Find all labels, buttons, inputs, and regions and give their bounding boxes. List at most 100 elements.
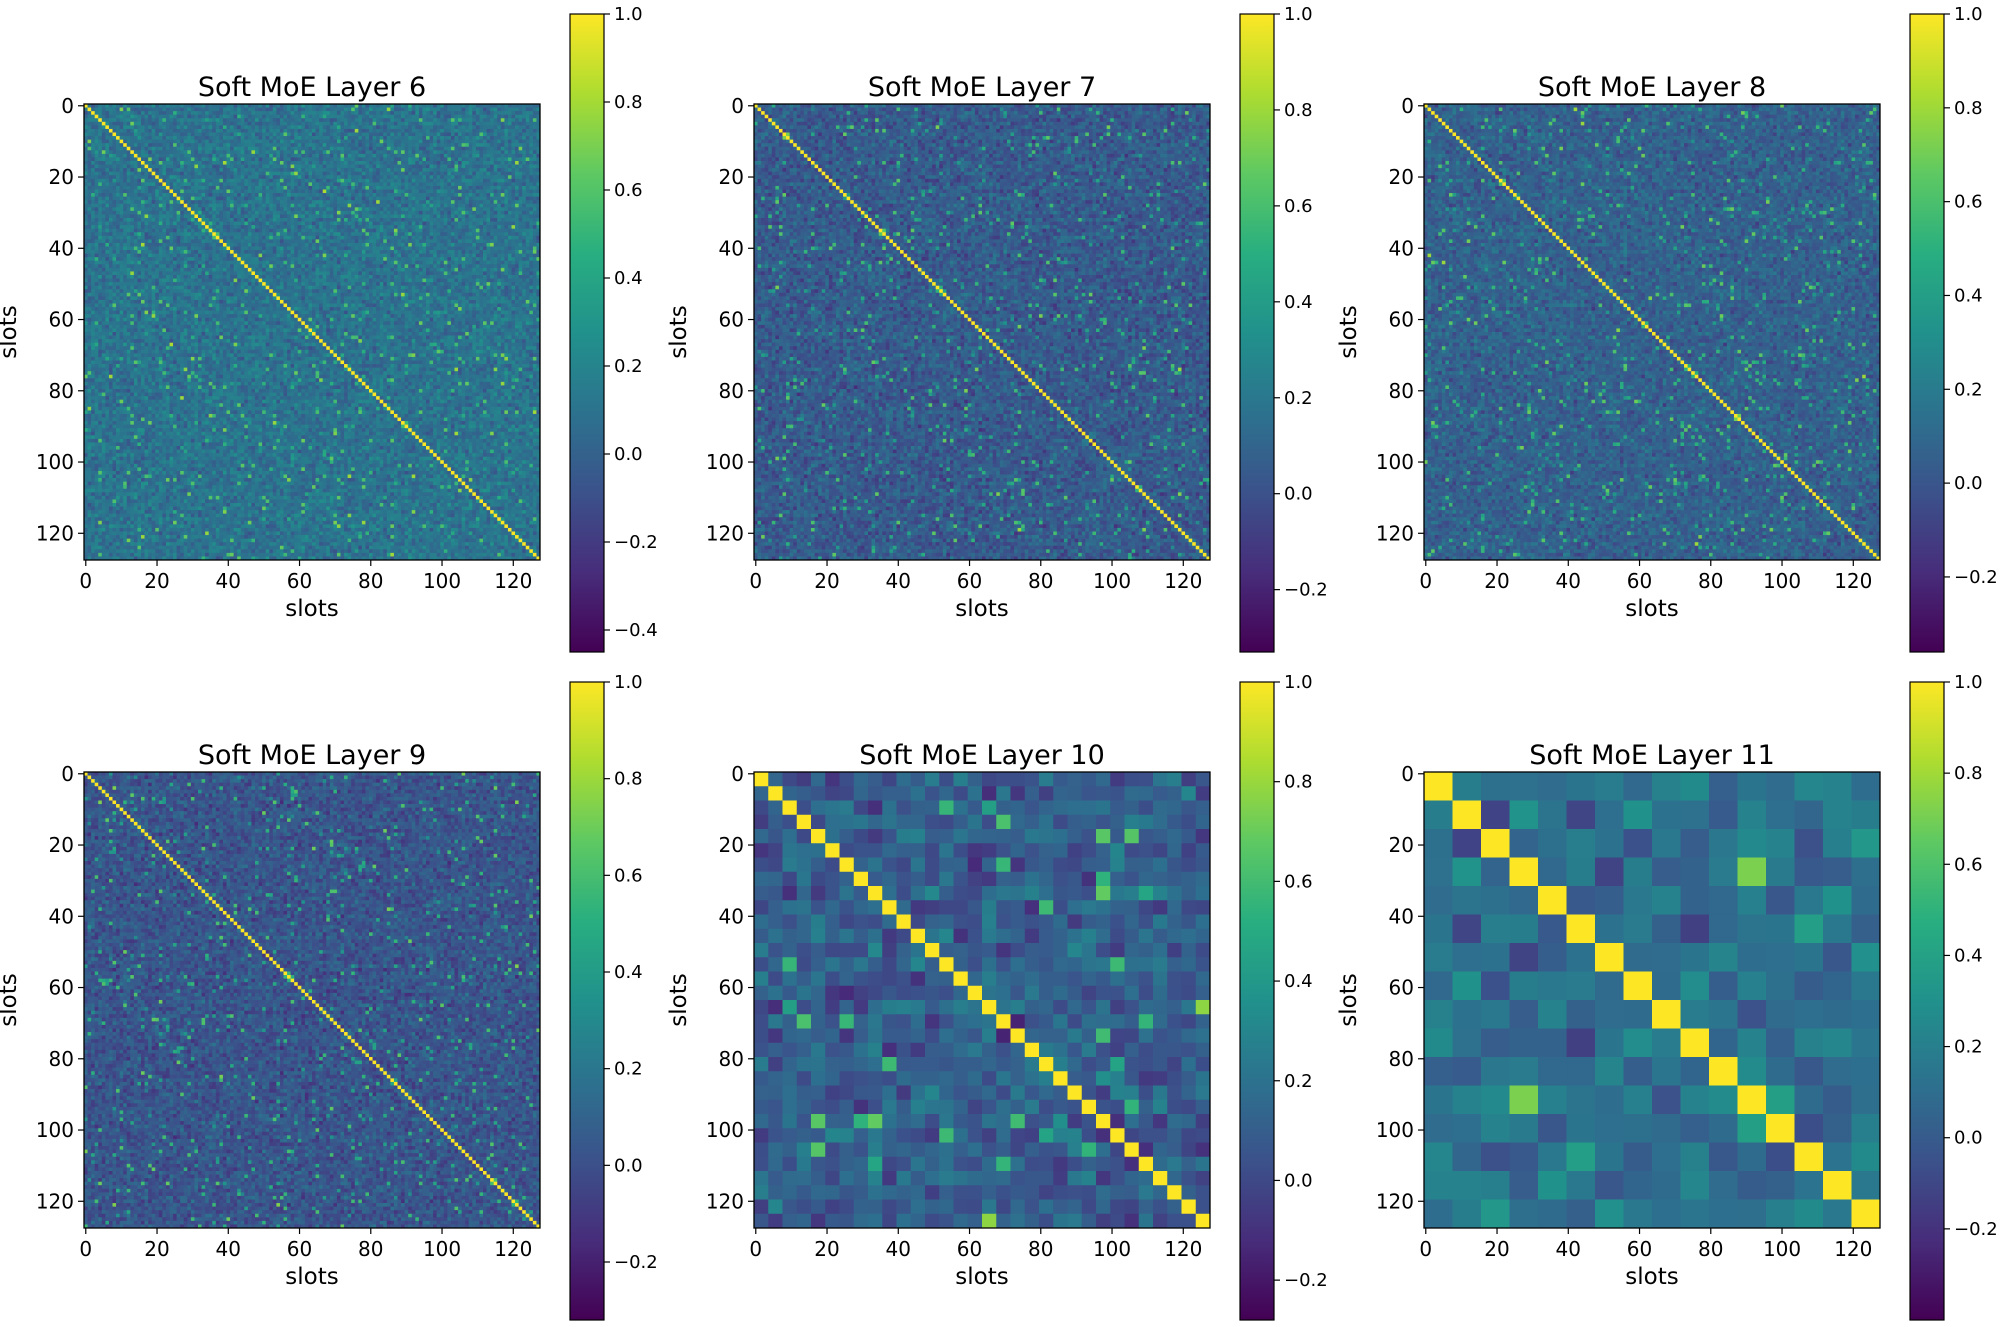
heatmap-cell [451,111,455,115]
heatmap-cell [234,108,238,112]
heatmap-cell [373,108,377,112]
heatmap-cell [287,111,291,115]
heatmap-cell [383,115,387,119]
heatmap-cell [358,111,362,115]
heatmap-cell [102,111,106,115]
heatmap-cell [316,108,320,112]
heatmap-cell [440,111,444,115]
heatmap-cell [184,108,188,112]
heatmap-cell [230,115,234,119]
heatmap-cell [187,115,191,119]
heatmap-cell [109,108,113,112]
heatmap-cell [437,115,441,119]
heatmap-cell [458,108,462,112]
heatmap-cell [487,111,491,115]
heatmap-cell [280,115,284,119]
heatmap-cell [244,115,248,119]
heatmap-cell [451,115,455,119]
heatmap-cell [415,108,419,112]
heatmap-cell [504,108,508,112]
heatmap-cell [280,108,284,112]
heatmap-cell [365,115,369,119]
heatmap-cell [155,111,159,115]
heatmap-cell [155,115,159,119]
heatmap-cell [447,108,451,112]
heatmap-cell [170,111,174,115]
heatmap-cell [184,111,188,115]
heatmap-cell [362,108,366,112]
heatmap-cell [145,111,149,115]
heatmap-cell [462,111,466,115]
heatmap-cell [88,115,92,119]
heatmap-cell [462,108,466,112]
heatmap-cell [98,115,102,119]
heatmap-cell [244,111,248,115]
heatmap-cell [326,111,330,115]
heatmap-cell [170,108,174,112]
heatmap-cell [116,111,120,115]
heatmap-cell [408,115,412,119]
heatmap-cell [159,111,163,115]
heatmap-cell [412,111,416,115]
heatmap-cell [184,115,188,119]
heatmap-cell [177,108,181,112]
heatmap-cell [351,108,355,112]
heatmap-cell [205,111,209,115]
heatmap-cell [273,108,277,112]
heatmap-cell [152,111,156,115]
heatmap-cell [230,108,234,112]
heatmap-cell [248,115,252,119]
heatmap-cell [255,111,259,115]
heatmap-cell [301,115,305,119]
heatmap-cell [187,108,191,112]
heatmap-cell [451,108,455,112]
heatmap-cell [458,111,462,115]
heatmap-cell [483,115,487,119]
heatmap-cell [194,108,198,112]
heatmap-cell [209,115,213,119]
heatmap-cell [298,111,302,115]
heatmap-cell [494,111,498,115]
heatmap-cell [483,111,487,115]
heatmap-cell [515,111,519,115]
heatmap-cell [105,111,109,115]
heatmap-cell [180,108,184,112]
heatmap-cell [120,108,124,112]
heatmap-cell [194,115,198,119]
heatmap-cell [512,108,516,112]
heatmap-cell [145,108,149,112]
heatmap-cell [444,111,448,115]
heatmap-cell [337,108,341,112]
heatmap-cell [312,115,316,119]
heatmap-cell [415,111,419,115]
heatmap-cell [287,115,291,119]
heatmap-cell [365,111,369,115]
heatmap-cell [319,108,323,112]
heatmap-cell [127,111,131,115]
heatmap-cell [116,108,120,112]
heatmap-cell [280,111,284,115]
heatmap-cell [476,115,480,119]
heatmap-cell [369,115,373,119]
heatmap-cell [422,115,426,119]
heatmap-cell [237,108,241,112]
heatmap-cell [401,115,405,119]
heatmap-cell [373,115,377,119]
heatmap-cell [419,115,423,119]
heatmap-cell [191,115,195,119]
heatmap-cell [376,111,380,115]
heatmap-cell [437,111,441,115]
heatmap-cell [305,115,309,119]
heatmap-cell [95,115,99,119]
heatmap-cell [433,115,437,119]
heatmap-cell [141,115,145,119]
heatmap-cell [415,115,419,119]
heatmap-cell [194,111,198,115]
heatmap-cell [177,111,181,115]
heatmap-cell [223,108,227,112]
heatmap-cell [105,115,109,119]
heatmap-cell [102,108,106,112]
heatmap-cell [98,111,102,115]
heatmap-cell [444,115,448,119]
heatmap-cell [209,108,213,112]
